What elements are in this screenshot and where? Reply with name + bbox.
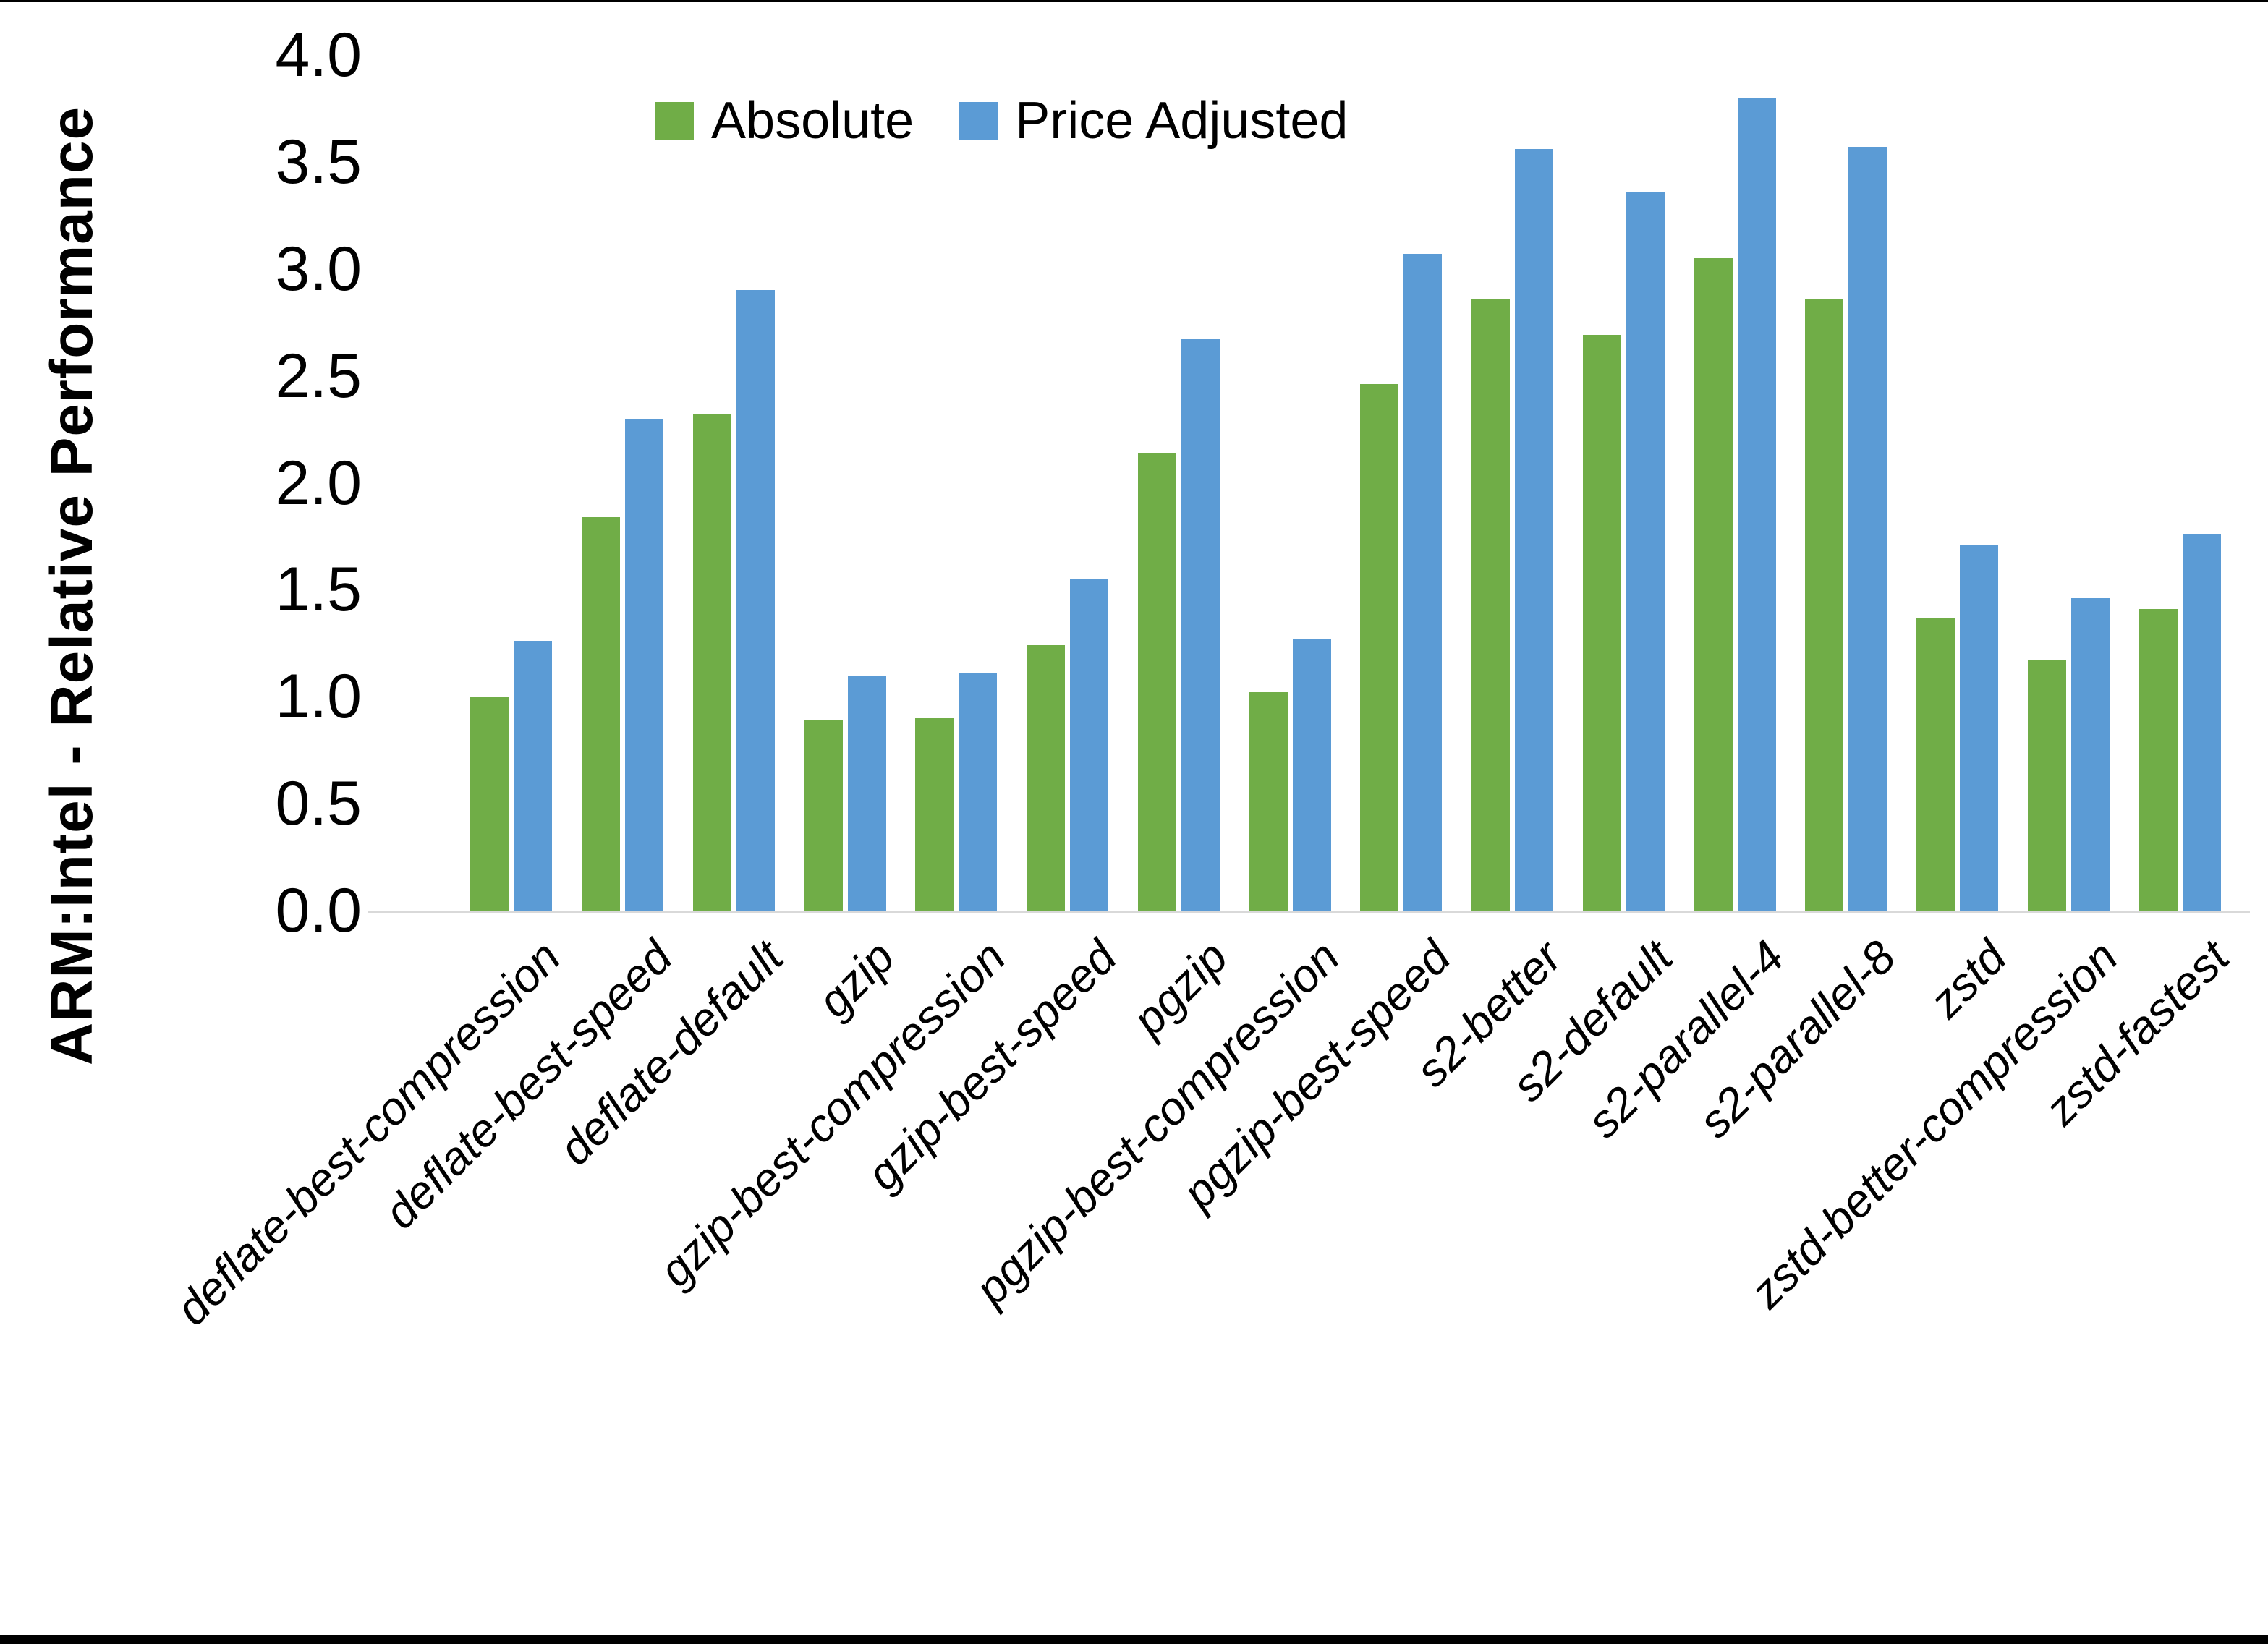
y-tick-label: 1.5 xyxy=(275,555,362,625)
bar-deflate-best-speed-price-adjusted xyxy=(625,419,664,911)
bar-s2-parallel-8-absolute xyxy=(1805,299,1844,911)
legend-swatch-price-adjusted xyxy=(959,102,998,140)
legend-swatch-absolute xyxy=(655,102,694,140)
bar-s2-parallel-4-price-adjusted xyxy=(1737,98,1776,911)
bar-gzip-price-adjusted xyxy=(847,676,886,911)
bar-gzip-best-compression-price-adjusted xyxy=(959,673,998,911)
y-tick-label: 2.5 xyxy=(275,341,362,411)
y-tick-label: 0.5 xyxy=(275,769,362,839)
bar-s2-default-absolute xyxy=(1582,335,1621,911)
bar-zstd-fastest-price-adjusted xyxy=(2182,534,2221,911)
bar-pgzip-best-compression-price-adjusted xyxy=(1292,639,1331,911)
bar-deflate-best-speed-absolute xyxy=(582,517,621,911)
bar-pgzip-best-speed-price-adjusted xyxy=(1403,254,1443,911)
y-tick-label: 1.0 xyxy=(275,662,362,732)
bar-zstd-better-compression-absolute xyxy=(2027,660,2066,911)
bar-pgzip-price-adjusted xyxy=(1181,339,1220,911)
bar-gzip-best-speed-absolute xyxy=(1027,645,1066,911)
bar-deflate-best-compression-price-adjusted xyxy=(514,641,553,911)
legend-label-price-adjusted: Price Adjusted xyxy=(1015,92,1349,150)
top-border xyxy=(0,0,2268,2)
y-tick-label: 3.5 xyxy=(275,127,362,197)
y-tick-label: 3.0 xyxy=(275,234,362,304)
bar-zstd-better-compression-price-adjusted xyxy=(2070,598,2110,911)
bar-gzip-absolute xyxy=(804,720,843,911)
bar-gzip-best-compression-absolute xyxy=(915,718,954,911)
bar-s2-parallel-4-absolute xyxy=(1694,258,1733,911)
bar-deflate-default-absolute xyxy=(692,414,731,911)
bar-s2-parallel-8-price-adjusted xyxy=(1848,147,1887,911)
bar-zstd-absolute xyxy=(1916,618,1955,911)
bar-s2-better-absolute xyxy=(1471,299,1511,911)
legend: Absolute Price Adjusted xyxy=(655,91,1348,150)
bar-pgzip-best-compression-absolute xyxy=(1249,692,1288,911)
x-tick-label-gzip: gzip xyxy=(807,930,904,1028)
y-tick-label: 4.0 xyxy=(275,20,362,90)
y-tick-label: 0.0 xyxy=(275,876,362,945)
y-tick-label: 2.0 xyxy=(275,448,362,518)
bar-zstd-fastest-absolute xyxy=(2139,609,2178,911)
bottom-border xyxy=(0,1635,2268,1644)
legend-label-absolute: Absolute xyxy=(711,92,914,150)
bar-deflate-best-compression-absolute xyxy=(470,697,509,911)
bar-deflate-default-price-adjusted xyxy=(736,290,775,911)
bar-pgzip-best-speed-absolute xyxy=(1360,384,1399,911)
x-tick-label-zstd: zstd xyxy=(1919,930,2017,1028)
plot-area xyxy=(368,98,2250,913)
bar-gzip-best-speed-price-adjusted xyxy=(1070,579,1109,911)
bar-zstd-price-adjusted xyxy=(1960,545,1999,911)
bar-pgzip-absolute xyxy=(1137,453,1176,911)
bar-s2-default-price-adjusted xyxy=(1626,192,1665,911)
bar-s2-better-price-adjusted xyxy=(1515,149,1554,911)
x-axis-line xyxy=(368,911,2250,913)
